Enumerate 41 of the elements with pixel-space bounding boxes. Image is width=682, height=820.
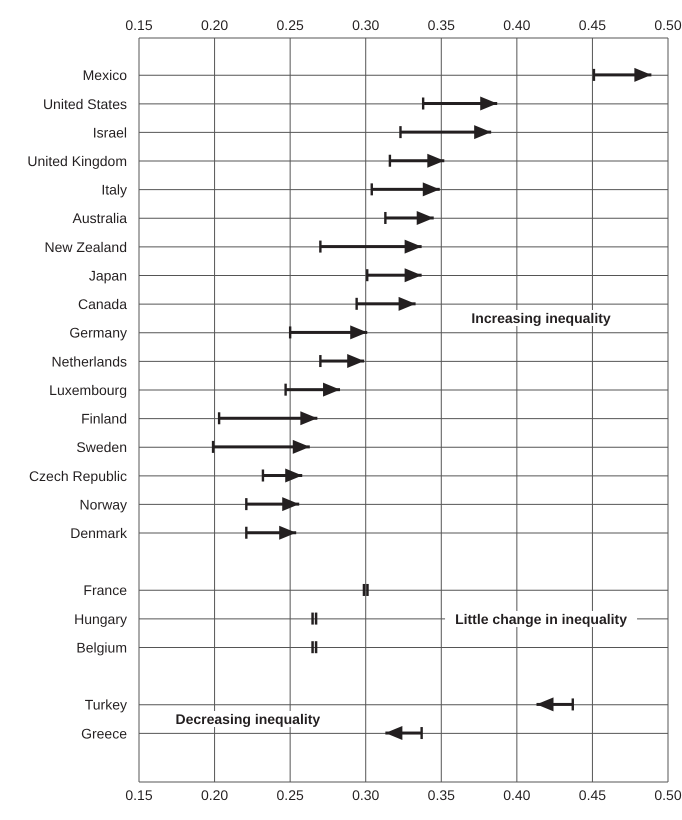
x2-tick-label: 0.30 <box>352 786 380 803</box>
y-tick-label: Czech Republic <box>28 468 127 484</box>
y-tick-label: Norway <box>80 496 127 512</box>
y-tick-label: Australia <box>72 210 128 226</box>
y-tick-label: Luxembourg <box>49 382 127 398</box>
y-tick-label: United States <box>42 96 127 112</box>
y-tick-label: Finland <box>81 410 127 427</box>
y-tick-label: United Kingdom <box>27 153 127 170</box>
x-tick-label: 0.20 <box>200 17 228 33</box>
y-tick-label: Israel <box>92 124 127 140</box>
x2-tick-label: 0.20 <box>200 786 228 803</box>
x-tick-label: 0.15 <box>125 17 153 33</box>
x2-tick-label: 0.40 <box>503 786 531 803</box>
y-tick-label: Mexico <box>82 67 128 84</box>
x-tick-label: 0.50 <box>654 17 682 33</box>
x-tick-label: 0.45 <box>578 17 606 33</box>
y-tick-label: Denmark <box>70 525 128 542</box>
y-tick-label: Turkey <box>84 696 127 713</box>
x2-tick-label: 0.50 <box>654 786 682 803</box>
y-tick-label: Japan <box>88 267 127 284</box>
annotation: Little change in inequality <box>445 610 637 627</box>
x2-tick-label: 0.25 <box>276 786 304 803</box>
y-tick-label: Germany <box>69 324 127 341</box>
y-tick-label: Sweden <box>76 439 127 456</box>
x-tick-label: 0.35 <box>428 17 456 33</box>
y-tick-label: Greece <box>81 725 128 742</box>
y-tick-label: Italy <box>101 182 127 198</box>
y-tick-label: France <box>83 582 128 598</box>
x-tick-label: 0.30 <box>352 17 380 33</box>
x-tick-label: 0.25 <box>276 17 304 33</box>
y-tick-label: Netherlands <box>52 353 127 370</box>
y-tick-label: Belgium <box>76 639 127 656</box>
annotation: Decreasing inequality <box>165 711 330 728</box>
x-tick-label: 0.40 <box>503 17 531 33</box>
x2-tick-label: 0.15 <box>125 786 153 803</box>
annotation: Increasing inequality <box>461 310 621 326</box>
y-tick-label: Hungary <box>74 610 127 627</box>
y-tick-label: Canada <box>78 296 128 312</box>
x2-tick-label: 0.35 <box>428 786 456 803</box>
y-tick-label: New Zealand <box>44 238 127 255</box>
x2-tick-label: 0.45 <box>578 786 606 803</box>
